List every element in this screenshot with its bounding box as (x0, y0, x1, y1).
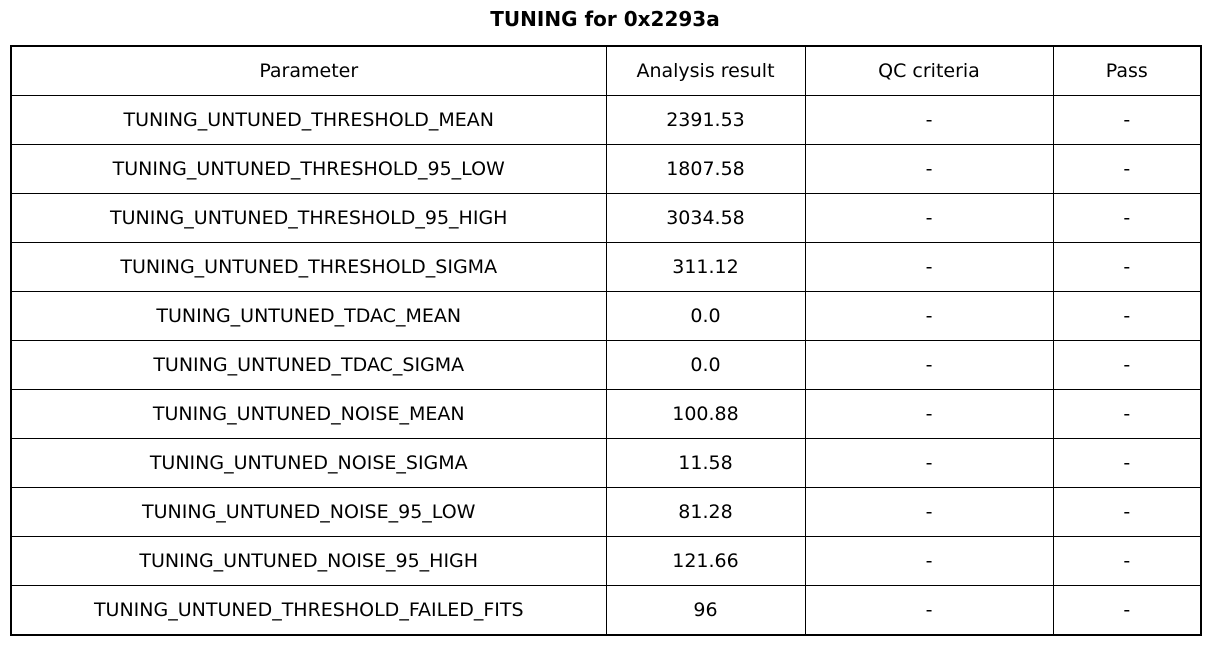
cell-analysis-result: 121.66 (605, 536, 806, 586)
table-header: Parameter Analysis result QC criteria Pa… (10, 45, 1202, 96)
cell-qc-criteria: - (804, 438, 1054, 488)
cell-qc-criteria: - (804, 389, 1054, 439)
cell-qc-criteria: - (804, 144, 1054, 194)
column-header-analysis-result: Analysis result (605, 45, 806, 96)
table-row: TUNING_UNTUNED_TDAC_SIGMA 0.0- - (10, 340, 1202, 390)
cell-analysis-result: 311.12 (605, 242, 806, 292)
cell-analysis-result: 11.58 (605, 438, 806, 488)
cell-parameter: TUNING_UNTUNED_TDAC_SIGMA (10, 340, 607, 390)
header-row: Parameter Analysis result QC criteria Pa… (10, 45, 1202, 96)
cell-parameter: TUNING_UNTUNED_NOISE_SIGMA (10, 438, 607, 488)
cell-pass: - (1052, 438, 1202, 488)
cell-analysis-result: 100.88 (605, 389, 806, 439)
cell-parameter: TUNING_UNTUNED_TDAC_MEAN (10, 291, 607, 341)
cell-pass: - (1052, 389, 1202, 439)
cell-pass: - (1052, 242, 1202, 292)
table-row: TUNING_UNTUNED_NOISE_95_HIGH 121.66- - (10, 536, 1202, 586)
table-row: TUNING_UNTUNED_NOISE_SIGMA 11.58- - (10, 438, 1202, 488)
qc-results-table: Parameter Analysis result QC criteria Pa… (10, 45, 1202, 636)
cell-parameter: TUNING_UNTUNED_THRESHOLD_SIGMA (10, 242, 607, 292)
table-row: TUNING_UNTUNED_THRESHOLD_FAILED_FITS 96- - (10, 585, 1202, 636)
table-row: TUNING_UNTUNED_THRESHOLD_95_LOW 1807.58- - (10, 144, 1202, 194)
cell-qc-criteria: - (804, 95, 1054, 145)
cell-qc-criteria: - (804, 340, 1054, 390)
cell-parameter: TUNING_UNTUNED_NOISE_95_HIGH (10, 536, 607, 586)
cell-analysis-result: 2391.53 (605, 95, 806, 145)
table-row: TUNING_UNTUNED_THRESHOLD_MEAN 2391.53- - (10, 95, 1202, 145)
cell-qc-criteria: - (804, 242, 1054, 292)
cell-analysis-result: 1807.58 (605, 144, 806, 194)
cell-qc-criteria: - (804, 585, 1054, 636)
cell-analysis-result: 3034.58 (605, 193, 806, 243)
cell-analysis-result: 0.0 (605, 291, 806, 341)
cell-parameter: TUNING_UNTUNED_THRESHOLD_95_HIGH (10, 193, 607, 243)
column-header-pass: Pass (1052, 45, 1202, 96)
cell-analysis-result: 81.28 (605, 487, 806, 537)
cell-qc-criteria: - (804, 193, 1054, 243)
cell-analysis-result: 0.0 (605, 340, 806, 390)
cell-pass: - (1052, 144, 1202, 194)
table-row: TUNING_UNTUNED_NOISE_95_LOW 81.28- - (10, 487, 1202, 537)
table-row: TUNING_UNTUNED_THRESHOLD_SIGMA 311.12- - (10, 242, 1202, 292)
cell-pass: - (1052, 340, 1202, 390)
cell-parameter: TUNING_UNTUNED_THRESHOLD_FAILED_FITS (10, 585, 607, 636)
table-row: TUNING_UNTUNED_THRESHOLD_95_HIGH 3034.58-… (10, 193, 1202, 243)
table-row: TUNING_UNTUNED_TDAC_MEAN 0.0- - (10, 291, 1202, 341)
cell-parameter: TUNING_UNTUNED_NOISE_MEAN (10, 389, 607, 439)
page-title: TUNING for 0x2293a (490, 7, 720, 31)
cell-pass: - (1052, 585, 1202, 636)
cell-parameter: TUNING_UNTUNED_NOISE_95_LOW (10, 487, 607, 537)
cell-parameter: TUNING_UNTUNED_THRESHOLD_95_LOW (10, 144, 607, 194)
cell-parameter: TUNING_UNTUNED_THRESHOLD_MEAN (10, 95, 607, 145)
cell-pass: - (1052, 487, 1202, 537)
cell-analysis-result: 96 (605, 585, 806, 636)
table-row: TUNING_UNTUNED_NOISE_MEAN 100.88- - (10, 389, 1202, 439)
table-body: TUNING_UNTUNED_THRESHOLD_MEAN 2391.53- - TU… (10, 95, 1202, 636)
cell-qc-criteria: - (804, 536, 1054, 586)
cell-pass: - (1052, 95, 1202, 145)
cell-pass: - (1052, 291, 1202, 341)
cell-qc-criteria: - (804, 487, 1054, 537)
column-header-parameter: Parameter (10, 45, 607, 96)
cell-qc-criteria: - (804, 291, 1054, 341)
cell-pass: - (1052, 536, 1202, 586)
column-header-qc-criteria: QC criteria (804, 45, 1054, 96)
cell-pass: - (1052, 193, 1202, 243)
